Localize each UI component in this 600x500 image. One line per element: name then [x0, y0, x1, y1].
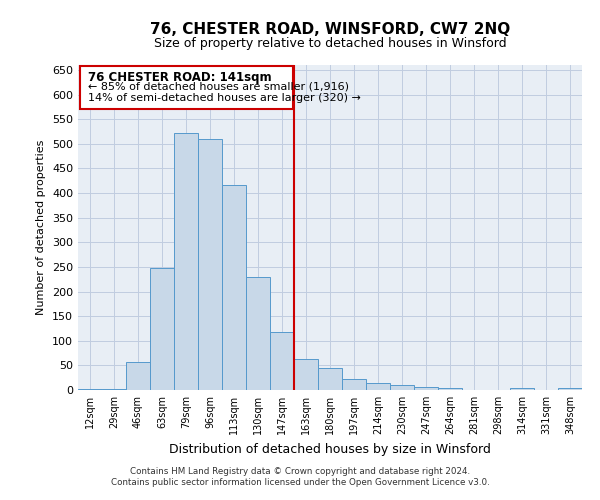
Bar	[366, 383, 390, 390]
Bar	[558, 388, 582, 390]
Text: 14% of semi-detached houses are larger (320) →: 14% of semi-detached houses are larger (…	[88, 92, 361, 102]
Bar	[246, 277, 270, 390]
Bar	[414, 387, 438, 390]
Text: Contains HM Land Registry data © Crown copyright and database right 2024.: Contains HM Land Registry data © Crown c…	[130, 467, 470, 476]
Bar	[270, 332, 294, 390]
Bar	[78, 389, 102, 390]
X-axis label: Distribution of detached houses by size in Winsford: Distribution of detached houses by size …	[169, 442, 491, 456]
Text: Contains public sector information licensed under the Open Government Licence v3: Contains public sector information licen…	[110, 478, 490, 487]
Bar	[294, 360, 318, 390]
Bar	[198, 140, 222, 390]
Y-axis label: Number of detached properties: Number of detached properties	[37, 140, 46, 315]
Text: 76, CHESTER ROAD, WINSFORD, CW7 2NQ: 76, CHESTER ROAD, WINSFORD, CW7 2NQ	[150, 22, 510, 38]
Bar	[222, 185, 246, 390]
Bar	[80, 66, 293, 110]
Text: Size of property relative to detached houses in Winsford: Size of property relative to detached ho…	[154, 38, 506, 51]
Bar	[150, 268, 174, 390]
Bar	[102, 388, 126, 390]
Bar	[390, 385, 414, 390]
Bar	[510, 388, 534, 390]
Text: 76 CHESTER ROAD: 141sqm: 76 CHESTER ROAD: 141sqm	[88, 71, 271, 84]
Bar	[174, 134, 198, 390]
Bar	[318, 368, 342, 390]
Bar	[342, 379, 366, 390]
Bar	[438, 388, 462, 390]
Text: ← 85% of detached houses are smaller (1,916): ← 85% of detached houses are smaller (1,…	[88, 82, 349, 92]
Bar	[126, 362, 150, 390]
